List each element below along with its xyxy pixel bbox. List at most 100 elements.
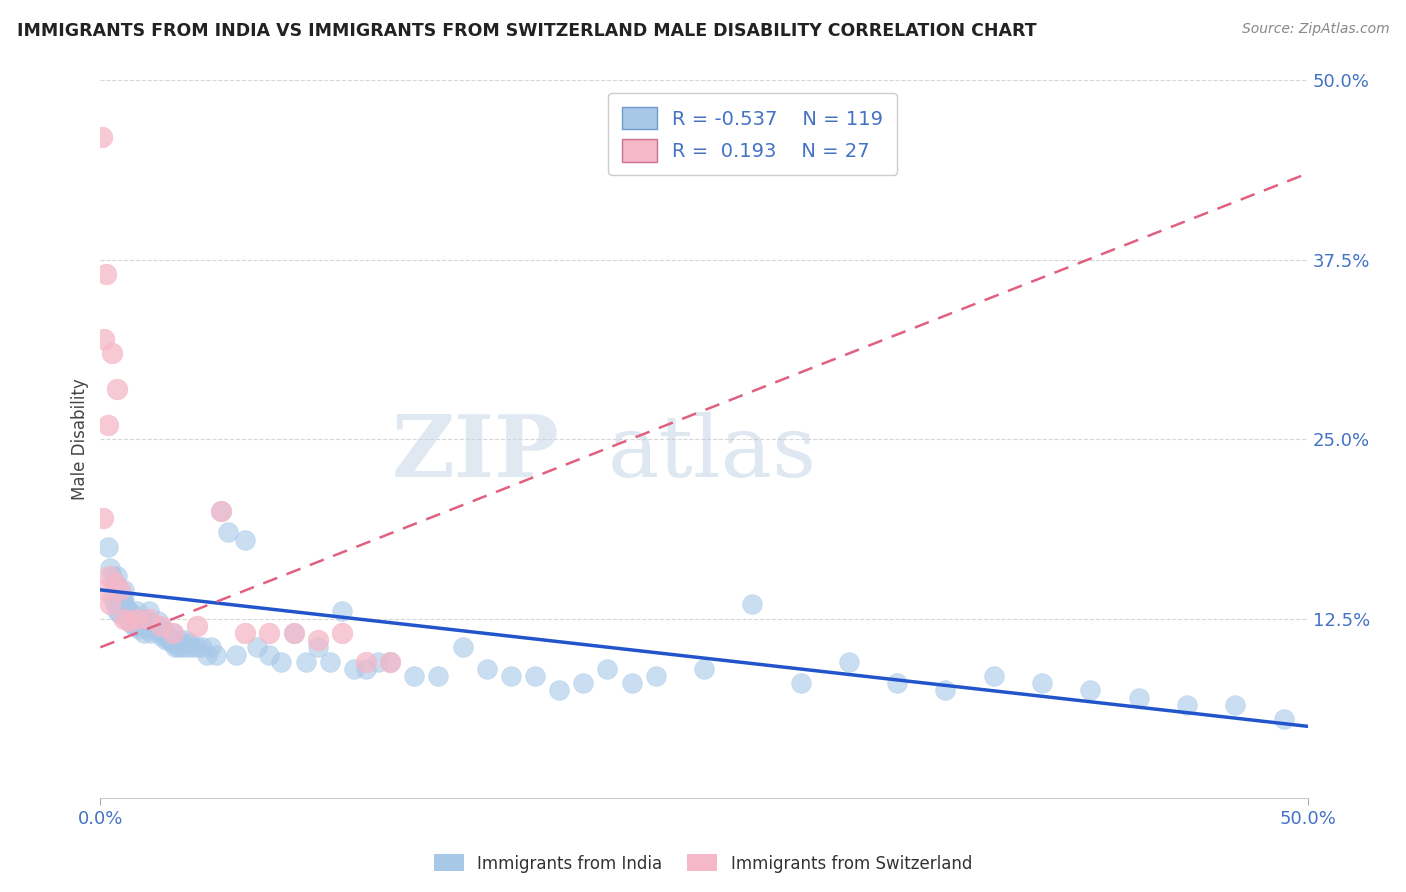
Point: [98, 561, 121, 575]
Point: [983, 669, 1005, 683]
Point: [162, 636, 184, 650]
Point: [142, 619, 165, 633]
Point: [451, 640, 474, 655]
Point: [319, 655, 342, 669]
Point: [114, 582, 136, 597]
Point: [149, 619, 172, 633]
Point: [1031, 676, 1053, 690]
Point: [94, 582, 117, 597]
Point: [114, 611, 136, 625]
Point: [209, 504, 232, 518]
Point: [378, 655, 401, 669]
Point: [149, 629, 172, 643]
Point: [186, 619, 208, 633]
Point: [330, 604, 353, 618]
Point: [367, 655, 389, 669]
Point: [148, 619, 170, 633]
Point: [145, 622, 167, 636]
Point: [259, 626, 281, 640]
Point: [205, 648, 228, 662]
Point: [176, 640, 198, 655]
Point: [270, 655, 292, 669]
Point: [111, 587, 134, 601]
Point: [620, 676, 643, 690]
Point: [105, 578, 128, 592]
Point: [98, 597, 121, 611]
Point: [195, 648, 218, 662]
Point: [125, 619, 148, 633]
Point: [1080, 683, 1102, 698]
Point: [165, 633, 187, 648]
Point: [125, 615, 148, 629]
Point: [572, 676, 595, 690]
Point: [165, 640, 187, 655]
Point: [741, 597, 763, 611]
Point: [548, 683, 571, 698]
Point: [294, 655, 316, 669]
Point: [159, 633, 181, 648]
Point: [135, 615, 157, 629]
Point: [115, 607, 138, 622]
Point: [596, 662, 619, 676]
Point: [139, 619, 162, 633]
Point: [138, 604, 160, 618]
Point: [354, 655, 377, 669]
Point: [354, 662, 377, 676]
Point: [330, 626, 353, 640]
Point: [121, 617, 143, 632]
Point: [104, 575, 127, 590]
Point: [114, 597, 136, 611]
Point: [115, 610, 138, 624]
Point: [96, 267, 118, 281]
Point: [105, 568, 128, 582]
Point: [104, 597, 127, 611]
Point: [1225, 698, 1247, 712]
Point: [128, 622, 150, 636]
Text: ZIP: ZIP: [391, 411, 560, 495]
Y-axis label: Male Disability: Male Disability: [72, 378, 89, 500]
Text: Source: ZipAtlas.com: Source: ZipAtlas.com: [1241, 22, 1389, 37]
Point: [118, 615, 141, 629]
Point: [114, 593, 136, 607]
Point: [135, 619, 157, 633]
Point: [693, 662, 716, 676]
Point: [159, 633, 181, 648]
Point: [142, 619, 165, 633]
Legend: R = -0.537    N = 119, R =  0.193    N = 27: R = -0.537 N = 119, R = 0.193 N = 27: [607, 94, 897, 175]
Point: [121, 607, 143, 622]
Point: [122, 619, 145, 633]
Point: [104, 575, 127, 590]
Point: [131, 611, 153, 625]
Point: [225, 648, 247, 662]
Point: [524, 669, 547, 683]
Point: [122, 611, 145, 625]
Point: [162, 626, 184, 640]
Point: [149, 626, 172, 640]
Point: [91, 511, 114, 525]
Point: [118, 615, 141, 629]
Point: [108, 597, 131, 611]
Point: [105, 382, 128, 396]
Point: [152, 624, 174, 639]
Point: [246, 640, 269, 655]
Point: [173, 633, 195, 648]
Point: [118, 611, 141, 625]
Point: [125, 604, 148, 618]
Point: [131, 617, 153, 632]
Point: [101, 590, 124, 604]
Point: [90, 130, 112, 145]
Point: [156, 630, 179, 644]
Point: [307, 640, 329, 655]
Point: [404, 669, 426, 683]
Point: [186, 640, 208, 655]
Point: [121, 615, 143, 629]
Legend: Immigrants from India, Immigrants from Switzerland: Immigrants from India, Immigrants from S…: [427, 847, 979, 880]
Point: [166, 636, 188, 650]
Point: [97, 417, 120, 432]
Point: [200, 640, 222, 655]
Point: [475, 662, 498, 676]
Point: [111, 593, 134, 607]
Point: [108, 582, 131, 597]
Point: [97, 540, 120, 554]
Point: [307, 633, 329, 648]
